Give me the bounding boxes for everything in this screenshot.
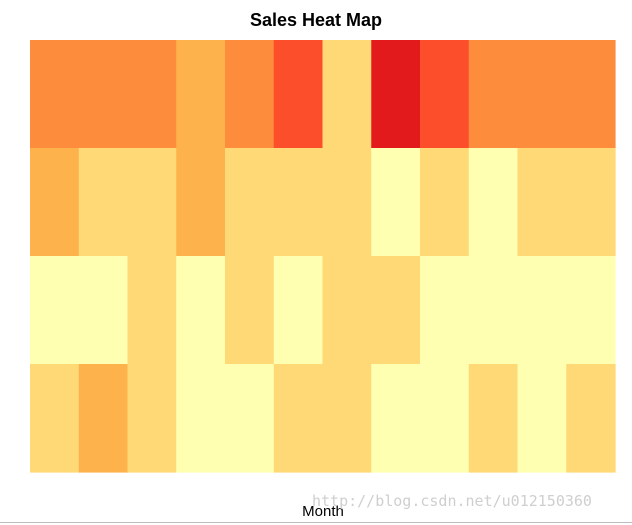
heatmap-cell-r2-c4	[176, 148, 226, 257]
heatmap-cell-r1-c3	[127, 40, 177, 149]
heatmap-cell-r3-c2	[78, 256, 129, 365]
heatmap-cell-r1-c12	[566, 40, 616, 149]
heatmap-cell-r2-c8	[371, 148, 421, 257]
heatmap-cell-r1-c9	[420, 40, 470, 149]
heatmap-cell-r1-c2	[78, 40, 129, 149]
heatmap-cell-r4-c3	[127, 364, 177, 473]
heatmap-cell-r3-c8	[371, 256, 421, 365]
heatmap-cell-r2-c3	[127, 148, 177, 257]
heatmap-cell-r4-c6	[273, 364, 324, 473]
x-axis-label: Month	[302, 503, 344, 520]
heatmap-cell-r1-c7	[322, 40, 372, 149]
heatmap-cell-r4-c7	[322, 364, 372, 473]
bottom-divider	[0, 522, 632, 523]
heatmap-cell-r4-c8	[371, 364, 421, 473]
heatmap-cell-r4-c5	[225, 364, 275, 473]
heatmap-cell-r2-c12	[566, 148, 616, 257]
heatmap-cell-r2-c2	[78, 148, 129, 257]
heatmap-cell-r3-c7	[322, 256, 372, 365]
heatmap-cell-r2-c10	[468, 148, 519, 257]
heatmap-cell-r4-c4	[176, 364, 226, 473]
heatmap-cell-r4-c1	[30, 364, 80, 473]
heatmap-cell-r3-c12	[566, 256, 616, 365]
heatmap-cell-r1-c10	[468, 40, 519, 149]
heatmap-cell-r1-c8	[371, 40, 421, 149]
heatmap-cell-r2-c9	[420, 148, 470, 257]
heatmap-cell-r2-c11	[517, 148, 567, 257]
heatmap-cell-r4-c11	[517, 364, 567, 473]
heatmap-cell-r3-c11	[517, 256, 567, 365]
heatmap-cell-r1-c5	[225, 40, 275, 149]
heatmap-cell-r1-c4	[176, 40, 226, 149]
heatmap-cell-r3-c10	[468, 256, 519, 365]
chart-title: Sales Heat Map	[249, 10, 383, 30]
heatmap-cells	[30, 40, 616, 473]
heatmap-cell-r4-c9	[420, 364, 470, 473]
heatmap-cell-r3-c1	[30, 256, 80, 365]
heatmap-cell-r1-c6	[273, 40, 324, 149]
heatmap-cell-r4-c10	[468, 364, 519, 473]
heatmap-cell-r3-c3	[127, 256, 177, 365]
heatmap-cell-r3-c6	[273, 256, 324, 365]
watermark-text: http://blog.csdn.net/u012150360	[312, 492, 592, 510]
heatmap-cell-r3-c4	[176, 256, 226, 365]
heatmap-cell-r2-c6	[273, 148, 324, 257]
heatmap-cell-r2-c5	[225, 148, 275, 257]
heatmap-cell-r3-c5	[225, 256, 275, 365]
heatmap-cell-r4-c2	[78, 364, 129, 473]
heatmap-cell-r1-c11	[517, 40, 567, 149]
heatmap-cell-r2-c7	[322, 148, 372, 257]
heatmap-cell-r2-c1	[30, 148, 80, 257]
heatmap-cell-r1-c1	[30, 40, 80, 149]
heatmap-cell-r3-c9	[420, 256, 470, 365]
heatmap-cell-r4-c12	[566, 364, 616, 473]
